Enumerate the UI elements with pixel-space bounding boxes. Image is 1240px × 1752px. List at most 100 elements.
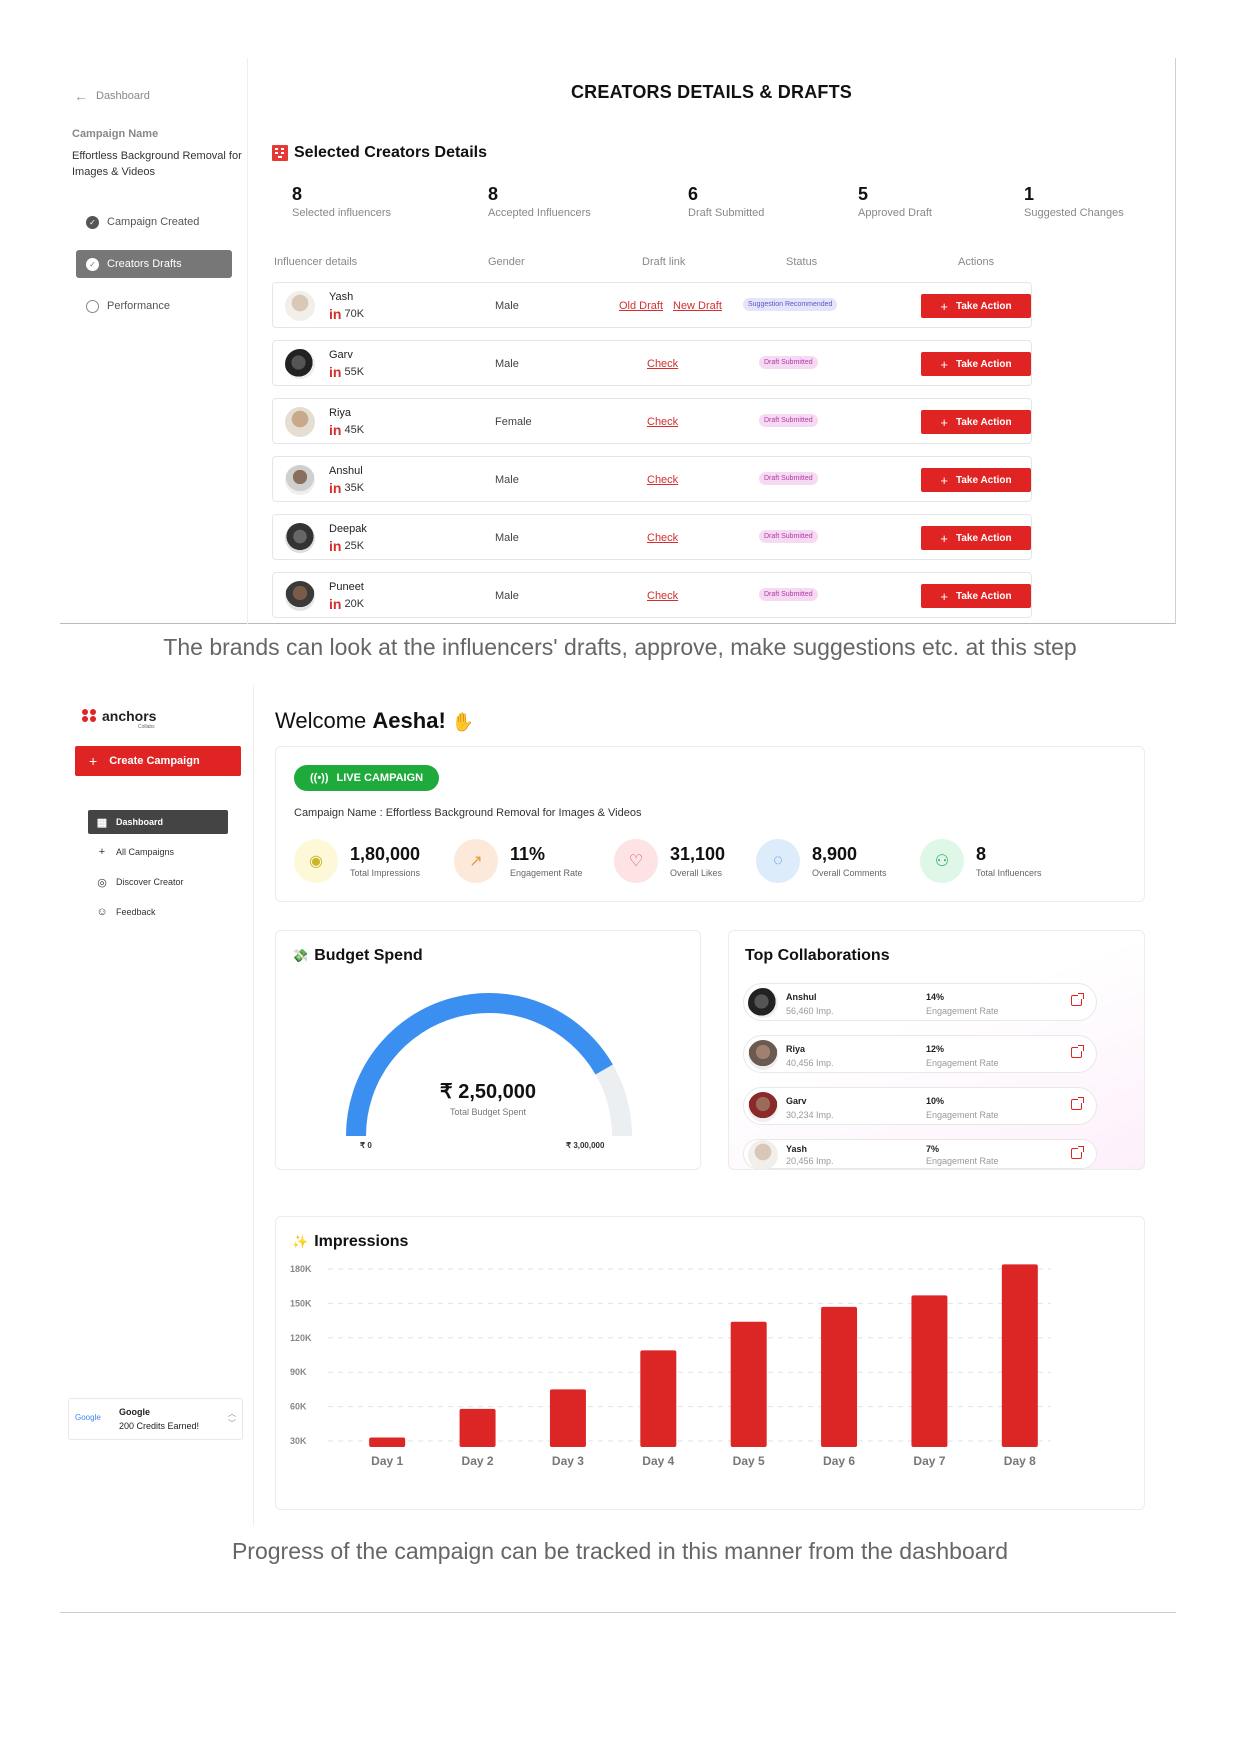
collab-rate: 14% — [926, 992, 945, 1002]
x-tick-label: Day 2 — [462, 1454, 494, 1468]
take-action-button[interactable]: + Take Action — [921, 468, 1031, 492]
building-icon — [272, 145, 288, 161]
bar[interactable] — [911, 1295, 948, 1447]
step-performance[interactable]: Performance — [76, 292, 232, 320]
back-link[interactable]: ← Dashboard — [74, 88, 150, 104]
take-action-button[interactable]: + Take Action — [921, 410, 1031, 434]
table-row: Deepak in 25K Male Check Draft Submitted … — [272, 514, 1032, 560]
title-text: Budget Spend — [314, 947, 423, 964]
compass-icon: ◎ — [97, 876, 107, 889]
x-tick-label: Day 1 — [371, 1454, 403, 1468]
stat-approved: 5 Approved Draft — [858, 184, 932, 219]
followers-value: 45K — [344, 424, 365, 436]
step-creators-drafts[interactable]: ✓ Creators Drafts — [76, 250, 232, 278]
kpi-value: 31,100 — [670, 844, 726, 864]
comment-icon: ◌ — [756, 839, 800, 883]
budget-value: ₹ 2,50,000 — [439, 1081, 537, 1103]
collab-item[interactable]: Anshul 56,460 Imp. 14% Engagement Rate — [743, 983, 1097, 1021]
nav-discover-creator[interactable]: ◎ Discover Creator — [88, 870, 228, 894]
take-action-button[interactable]: + Take Action — [921, 526, 1031, 550]
table-row: Riya in 45K Female Check Draft Submitted … — [272, 398, 1032, 444]
avatar — [285, 523, 315, 553]
take-action-button[interactable]: + Take Action — [921, 584, 1031, 608]
bar[interactable] — [369, 1437, 406, 1447]
budget-card: 💸 Budget Spend ₹ 2,50,000 Total Budget S… — [275, 930, 701, 1170]
old-draft-link[interactable]: Old Draft — [619, 300, 664, 312]
kpi-label: Overall Likes — [670, 868, 723, 878]
y-tick-label: 30K — [290, 1436, 307, 1446]
column-header: Draft link — [642, 256, 686, 268]
gauge-max: ₹ 3,00,000 — [566, 1141, 605, 1150]
nav-feedback[interactable]: ☺ Feedback — [88, 900, 228, 924]
heart-icon: ♡ — [614, 839, 658, 883]
bar[interactable] — [1001, 1264, 1038, 1447]
external-link-icon[interactable] — [1071, 1097, 1084, 1110]
credits-title: Google — [119, 1407, 150, 1417]
money-icon: 💸 — [292, 948, 309, 963]
plus-icon: + — [940, 588, 948, 604]
button-label: Take Action — [956, 590, 1012, 602]
draft-check-link[interactable]: Check — [647, 416, 679, 428]
linkedin-icon: in — [329, 364, 342, 380]
y-tick-label: 180K — [290, 1264, 312, 1274]
button-label: Take Action — [956, 416, 1012, 428]
draft-check-link[interactable]: Check — [647, 590, 679, 602]
status-badge: Draft Submitted — [759, 588, 818, 601]
draft-check-link[interactable]: Check — [647, 358, 679, 370]
people-icon: ⚇ — [920, 839, 964, 883]
stat-value: 5 — [858, 184, 869, 204]
welcome-prefix: Welcome — [275, 708, 367, 733]
button-label: Create Campaign — [109, 755, 200, 767]
collab-item[interactable]: Yash 20,456 Imp. 7% Engagement Rate — [743, 1139, 1097, 1170]
influencer-name: Riya — [329, 407, 352, 419]
influencer-name: Yash — [329, 291, 354, 303]
kpi-value: 8,900 — [812, 844, 858, 864]
gender: Male — [495, 590, 519, 602]
dashboard-screenshot: anchors Collabs + Create Campaign ▦ Dash… — [68, 686, 1158, 1526]
sidebar: ← Dashboard Campaign Name Effortless Bac… — [60, 58, 248, 624]
kpi-comments: ◌ 8,900 Overall Comments — [756, 839, 887, 883]
take-action-button[interactable]: + Take Action — [921, 294, 1031, 318]
bar[interactable] — [640, 1350, 677, 1447]
external-link-icon[interactable] — [1071, 1146, 1084, 1159]
avatar — [285, 407, 315, 437]
collab-rate: 10% — [926, 1096, 945, 1106]
kpi-engagement: ↗ 11% Engagement Rate — [454, 839, 583, 883]
new-draft-link[interactable]: New Draft — [673, 300, 722, 312]
nav-all-campaigns[interactable]: + All Campaigns — [88, 840, 228, 864]
collab-item[interactable]: Riya 40,456 Imp. 12% Engagement Rate — [743, 1035, 1097, 1073]
bar[interactable] — [549, 1389, 586, 1447]
nav-dashboard[interactable]: ▦ Dashboard — [88, 810, 228, 834]
stat-label: Draft Submitted — [688, 207, 765, 219]
stat-label: Accepted Influencers — [488, 207, 591, 219]
step-campaign-created[interactable]: ✓ Campaign Created — [76, 208, 232, 236]
bar[interactable] — [821, 1306, 858, 1447]
check-icon: ✓ — [86, 215, 99, 229]
credits-widget[interactable]: Google Google 200 Credits Earned! ︿ ﹀ — [68, 1398, 243, 1440]
draft-check-link[interactable]: Check — [647, 532, 679, 544]
stat-value: 8 — [488, 184, 499, 204]
external-link-icon[interactable] — [1071, 1045, 1084, 1058]
take-action-button[interactable]: + Take Action — [921, 352, 1031, 376]
table-row: Garv in 55K Male Check Draft Submitted + T… — [272, 340, 1032, 386]
x-tick-label: Day 7 — [913, 1454, 945, 1468]
divider — [60, 1612, 1176, 1613]
draft-check-link[interactable]: Check — [647, 474, 679, 486]
collab-item[interactable]: Garv 30,234 Imp. 10% Engagement Rate — [743, 1087, 1097, 1125]
bar[interactable] — [459, 1408, 496, 1447]
influencer-name: Puneet — [329, 581, 364, 593]
wave-icon: ✋ — [451, 712, 475, 732]
collab-impressions: 30,234 Imp. — [786, 1110, 834, 1120]
create-campaign-button[interactable]: + Create Campaign — [75, 746, 241, 776]
top-collaborations-card: Top Collaborations Anshul 56,460 Imp. 14… — [728, 930, 1145, 1170]
stat-value: 8 — [292, 184, 303, 204]
users-icon: ☺ — [96, 906, 108, 918]
plus-icon: + — [940, 530, 948, 546]
gender: Male — [495, 532, 519, 544]
plus-icon: + — [98, 846, 106, 858]
logo-text: anchors — [102, 708, 157, 724]
external-link-icon[interactable] — [1071, 993, 1084, 1006]
followers-value: 20K — [344, 598, 365, 610]
bar[interactable] — [730, 1321, 767, 1447]
collab-rate: 12% — [926, 1044, 945, 1054]
